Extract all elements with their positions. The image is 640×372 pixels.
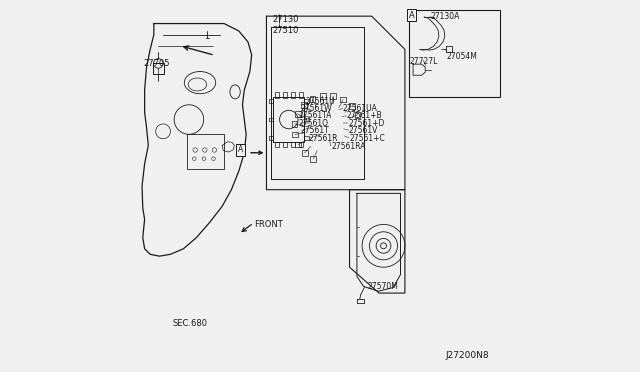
Bar: [319, 93, 326, 99]
Bar: [269, 136, 273, 140]
Bar: [330, 93, 336, 99]
Text: 27561TA: 27561TA: [298, 111, 332, 121]
Bar: [275, 92, 279, 98]
Text: 27561RA: 27561RA: [331, 142, 365, 151]
Bar: [310, 156, 316, 162]
Text: A: A: [409, 10, 415, 20]
Bar: [291, 92, 295, 98]
Bar: [295, 111, 301, 117]
Bar: [408, 10, 500, 97]
Text: 27561+B: 27561+B: [347, 111, 382, 121]
Bar: [283, 142, 287, 147]
Bar: [269, 99, 273, 103]
Bar: [292, 132, 298, 138]
Text: 27510: 27510: [272, 26, 298, 35]
Bar: [310, 96, 316, 102]
Bar: [292, 121, 298, 127]
Text: 27130A: 27130A: [431, 12, 460, 21]
Bar: [355, 112, 360, 118]
Text: 27561O: 27561O: [299, 119, 329, 128]
Bar: [299, 92, 303, 98]
Text: 27705: 27705: [144, 59, 170, 68]
Text: 27570M: 27570M: [368, 282, 399, 291]
Text: 27561+D: 27561+D: [348, 119, 385, 128]
Bar: [305, 136, 309, 140]
Text: SEC.680: SEC.680: [172, 319, 207, 328]
Bar: [273, 97, 305, 142]
Bar: [299, 142, 303, 147]
Bar: [283, 92, 287, 98]
Text: A: A: [238, 145, 243, 154]
Bar: [340, 97, 346, 102]
Text: 27727L: 27727L: [410, 57, 438, 66]
Text: 27561+C: 27561+C: [349, 134, 385, 142]
Bar: [301, 102, 307, 108]
Bar: [349, 103, 355, 109]
Bar: [305, 99, 309, 103]
Bar: [301, 150, 308, 156]
Bar: [275, 142, 279, 147]
Text: 27561T: 27561T: [300, 126, 329, 135]
Text: 27561UA: 27561UA: [343, 104, 378, 113]
Text: 27054M: 27054M: [447, 52, 477, 61]
Text: 27561W: 27561W: [300, 104, 332, 113]
Bar: [269, 118, 273, 121]
Bar: [153, 63, 164, 74]
Text: J27200N8: J27200N8: [445, 351, 489, 360]
Text: 27561V: 27561V: [349, 126, 378, 135]
Bar: [295, 142, 301, 147]
Bar: [291, 142, 295, 147]
Bar: [305, 118, 309, 121]
Text: 27561U: 27561U: [306, 97, 335, 106]
Text: 27130: 27130: [272, 15, 298, 23]
Text: FRONT: FRONT: [254, 220, 283, 229]
Text: 27561R: 27561R: [308, 134, 338, 142]
